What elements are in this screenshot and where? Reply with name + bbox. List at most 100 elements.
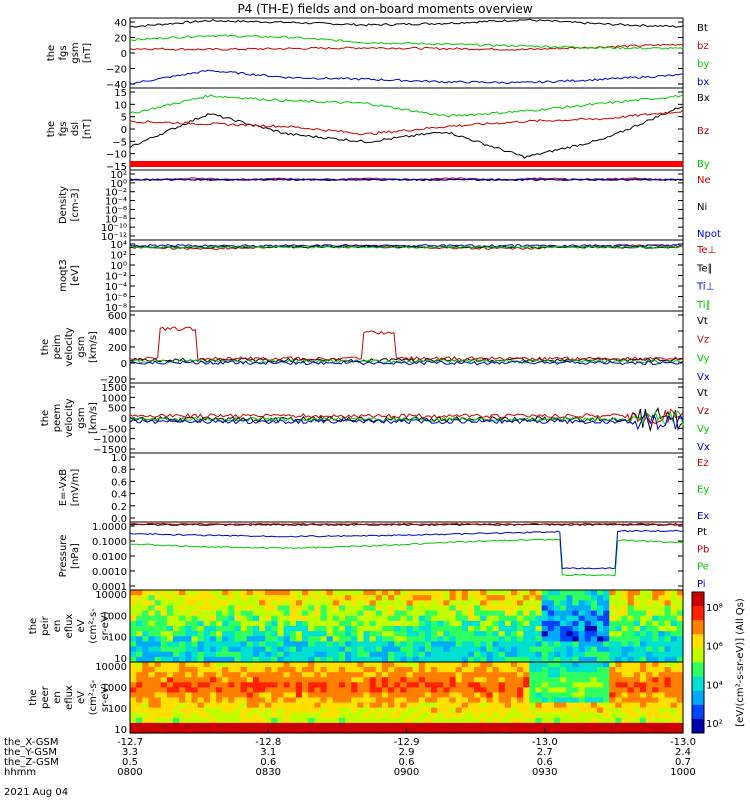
heatmap-cell <box>603 600 610 607</box>
heatmap-cell <box>179 697 186 704</box>
heatmap-cell <box>584 667 592 673</box>
heatmap-cell <box>474 595 481 601</box>
heatmap-cell <box>461 692 469 699</box>
heatmap-cell <box>369 651 377 658</box>
heatmap-cell <box>412 677 420 683</box>
heatmap-cell <box>467 631 475 637</box>
heatmap-cell <box>449 631 457 637</box>
heatmap-cell <box>492 672 500 678</box>
heatmap-cell <box>584 595 592 601</box>
heatmap-cell <box>486 662 494 668</box>
heatmap-cell <box>320 717 328 724</box>
heatmap-cell <box>252 712 260 719</box>
heatmap-cell <box>572 697 580 704</box>
heatmap-cell <box>197 631 205 637</box>
heatmap-cell <box>547 672 555 678</box>
x-tick-label: -13.0 <box>670 737 696 748</box>
heatmap-cell <box>142 615 150 622</box>
heatmap-cell <box>388 717 395 724</box>
heatmap-cell <box>369 615 377 622</box>
heatmap-cell <box>320 600 328 607</box>
heatmap-cell <box>609 662 617 668</box>
heatmap-cell <box>320 712 328 719</box>
heatmap-cell <box>658 590 666 596</box>
heatmap-cell <box>603 682 610 688</box>
heatmap-cell <box>633 590 641 596</box>
heatmap-cell <box>216 702 223 709</box>
heatmap-cell <box>517 626 524 632</box>
heatmap-cell <box>467 677 475 683</box>
heatmap-cell <box>203 707 211 714</box>
heatmap-cell <box>461 697 469 704</box>
heatmap-cell <box>486 600 494 607</box>
heatmap-cell <box>234 610 242 617</box>
y-tick-label: 10² <box>110 251 127 262</box>
heatmap-cell <box>523 682 530 688</box>
heatmap-cell <box>394 667 401 673</box>
heatmap-cell <box>295 600 303 607</box>
heatmap-cell <box>185 656 193 663</box>
heatmap-cell <box>179 590 186 596</box>
heatmap-cell <box>590 687 598 694</box>
heatmap-cell <box>185 667 193 673</box>
heatmap-cell <box>467 615 475 622</box>
y-axis-label: gsm <box>76 336 87 357</box>
heatmap-cell <box>320 615 328 622</box>
heatmap-cell <box>535 717 543 724</box>
heatmap-cell <box>381 697 389 704</box>
heatmap-cell <box>351 605 358 612</box>
heatmap-cell <box>173 717 180 724</box>
heatmap-cell <box>566 677 573 683</box>
heatmap-cell <box>351 667 358 673</box>
heatmap-cell <box>406 636 414 643</box>
heatmap-cell <box>381 677 389 683</box>
panel-frame <box>129 452 684 523</box>
heatmap-cell <box>621 615 629 622</box>
panel-3: Density [cm-3]10²10⁰10⁻²10⁻⁴10⁻⁶10⁻⁸10⁻¹⁰… <box>58 169 721 243</box>
heatmap-cell <box>486 692 494 699</box>
heatmap-cell <box>191 687 199 694</box>
heatmap-cell <box>363 722 371 729</box>
heatmap-cell <box>639 605 647 612</box>
heatmap-cell <box>271 667 279 673</box>
colorbar-swatch <box>692 634 704 649</box>
y-tick-label: −1000 <box>93 435 127 446</box>
heatmap-cell <box>222 626 229 632</box>
heatmap-cell <box>332 626 340 632</box>
heatmap-cell <box>572 667 580 673</box>
heatmap-cell <box>560 697 567 704</box>
heatmap-cell <box>289 615 297 622</box>
legend-entry: Vz <box>697 406 709 417</box>
heatmap-cell <box>498 707 506 714</box>
heatmap-cell <box>148 697 156 704</box>
heatmap-cell <box>621 692 629 699</box>
heatmap-cell <box>412 590 420 596</box>
heatmap-cell <box>590 697 598 704</box>
heatmap-cell <box>314 722 322 729</box>
heatmap-cell <box>560 662 567 668</box>
heatmap-cell <box>523 600 530 607</box>
heatmap-cell <box>314 646 322 653</box>
heatmap-cell <box>431 677 438 683</box>
heatmap-cell <box>412 631 420 637</box>
heatmap-cell <box>369 677 377 683</box>
heatmap-cell <box>603 722 610 729</box>
heatmap-cell <box>234 682 242 688</box>
heatmap-cell <box>541 615 549 622</box>
heatmap-cell <box>338 631 346 637</box>
heatmap-cell <box>197 707 205 714</box>
heatmap-cell <box>566 667 573 673</box>
heatmap-cell <box>652 717 660 724</box>
heatmap-cell <box>388 636 395 643</box>
heatmap-cell <box>461 717 469 724</box>
heatmap-cell <box>252 626 260 632</box>
heatmap-cell <box>283 667 291 673</box>
x-tick-label: 0.7 <box>675 757 691 768</box>
heatmap-cell <box>388 595 395 601</box>
heatmap-cell <box>326 717 334 724</box>
heatmap-cell <box>627 702 635 709</box>
heatmap-cell <box>326 672 334 678</box>
heatmap-cell <box>345 610 352 617</box>
y-axis-label: eflux <box>64 614 75 639</box>
heatmap-cell <box>486 707 494 714</box>
